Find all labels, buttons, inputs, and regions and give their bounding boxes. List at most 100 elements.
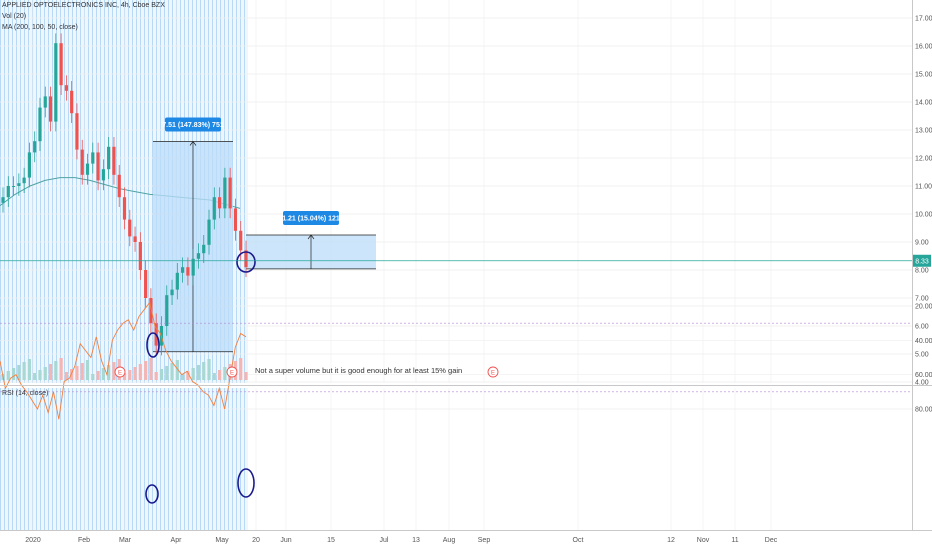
candle-body bbox=[228, 177, 232, 209]
candle-body bbox=[181, 267, 185, 273]
time-tick-label: 15 bbox=[327, 537, 335, 544]
volume-bar bbox=[138, 364, 142, 380]
candle-body bbox=[191, 258, 195, 276]
last-price-label: 8.33 bbox=[915, 258, 929, 265]
price-tick-label: 5.00 bbox=[915, 352, 929, 359]
candle-body bbox=[186, 267, 190, 276]
candle-body bbox=[107, 146, 111, 170]
candle-body bbox=[17, 183, 21, 186]
earnings-marker-label: E bbox=[118, 371, 122, 377]
price-tick-label: 7.00 bbox=[915, 296, 929, 303]
price-tick-label: 15.00 bbox=[915, 72, 932, 79]
measure-badge bbox=[165, 117, 221, 132]
candle-body bbox=[138, 242, 142, 270]
annotation-note: Not a super volume but it is good enough… bbox=[255, 366, 463, 375]
candle-body bbox=[27, 152, 32, 178]
volume-bar bbox=[38, 370, 42, 380]
time-tick-label: Jul bbox=[380, 537, 389, 544]
time-tick-label: Dec bbox=[765, 537, 778, 544]
volume-bar bbox=[27, 359, 32, 380]
measure-arrowhead bbox=[189, 140, 197, 146]
earnings-marker-label: E bbox=[230, 371, 234, 377]
volume-bar bbox=[191, 368, 195, 380]
price-tick-label: 14.00 bbox=[915, 100, 932, 107]
earnings-marker-icon bbox=[487, 366, 499, 378]
time-tick-label: Oct bbox=[573, 537, 584, 544]
candle-body bbox=[202, 244, 206, 254]
volume-bar bbox=[175, 360, 179, 380]
volume-bar bbox=[22, 362, 26, 380]
volume-bar bbox=[207, 359, 211, 380]
time-tick-label: 2020 bbox=[25, 537, 41, 544]
time-tick-label: 11 bbox=[731, 537, 738, 544]
volume-bar bbox=[17, 365, 21, 380]
candle-body bbox=[165, 295, 169, 326]
measure-badge bbox=[283, 211, 339, 225]
candle-body bbox=[223, 177, 227, 209]
volume-bar bbox=[59, 358, 63, 380]
candle-body bbox=[70, 90, 74, 114]
price-tick-label: 9.00 bbox=[915, 240, 929, 247]
volume-bar bbox=[11, 368, 16, 380]
measure-arrowhead bbox=[307, 234, 315, 240]
volume-bar bbox=[149, 358, 153, 380]
volume-bar bbox=[85, 360, 90, 380]
chart-title: APPLIED OPTOELECTRONICS INC, 4h, Cboe BZ… bbox=[2, 2, 165, 9]
rsi-line bbox=[0, 301, 247, 420]
rsi-tick-label: 60.00 bbox=[915, 372, 932, 379]
volume-bar bbox=[223, 367, 227, 380]
rsi-tick-label: 80.00 bbox=[915, 407, 932, 414]
candle-body bbox=[96, 152, 100, 181]
volume-bar bbox=[186, 371, 190, 380]
candle-body bbox=[217, 197, 222, 209]
volume-bar bbox=[107, 365, 111, 380]
volume-bar bbox=[33, 373, 37, 380]
volume-bar bbox=[6, 371, 10, 380]
volume-bar bbox=[159, 369, 164, 380]
candle-body bbox=[48, 96, 53, 122]
last-price-badge bbox=[913, 254, 931, 267]
circle-annotation bbox=[145, 484, 159, 504]
rsi-tick-label: 40.00 bbox=[915, 338, 932, 345]
candle-body bbox=[75, 113, 79, 150]
time-tick-label: Feb bbox=[78, 537, 90, 544]
candle-body bbox=[207, 219, 211, 245]
candle-body bbox=[196, 253, 201, 259]
volume-bar bbox=[170, 363, 174, 380]
circle-annotation bbox=[237, 468, 255, 498]
volume-bar bbox=[239, 358, 243, 380]
volume-bar bbox=[70, 369, 74, 380]
volume-bar bbox=[202, 362, 206, 380]
volume-bar bbox=[122, 373, 127, 380]
time-tick-label: 13 bbox=[412, 537, 420, 544]
candle-body bbox=[170, 289, 174, 296]
volume-bar bbox=[165, 366, 169, 380]
candle-body bbox=[101, 169, 105, 181]
price-tick-label: 8.00 bbox=[915, 268, 929, 275]
earnings-marker-icon bbox=[226, 366, 238, 378]
time-tick-label: Jun bbox=[280, 537, 291, 544]
rsi-highlight-stripes bbox=[0, 388, 248, 530]
candle-body bbox=[59, 43, 63, 86]
time-tick-label: Sep bbox=[478, 537, 491, 544]
time-tick-label: Aug bbox=[443, 537, 456, 544]
volume-bar bbox=[217, 370, 222, 380]
candle-body bbox=[85, 163, 90, 175]
candle-body bbox=[112, 146, 116, 175]
time-tick-label: Nov bbox=[697, 537, 710, 544]
candle-body bbox=[1, 197, 5, 203]
rsi-tick-label: 20.00 bbox=[915, 304, 932, 311]
candle-body bbox=[128, 219, 132, 237]
volume-bar bbox=[181, 374, 185, 380]
candle-body bbox=[6, 186, 10, 198]
circle-annotation bbox=[236, 251, 256, 273]
time-tick-label: Mar bbox=[119, 537, 132, 544]
earnings-marker-icon bbox=[114, 366, 126, 378]
candle-body bbox=[175, 272, 179, 290]
candle-body bbox=[233, 208, 238, 231]
volume-bar bbox=[48, 364, 53, 380]
earnings-marker-label: E bbox=[491, 371, 495, 377]
candle-body bbox=[117, 174, 121, 198]
time-tick-label: 12 bbox=[667, 537, 675, 544]
